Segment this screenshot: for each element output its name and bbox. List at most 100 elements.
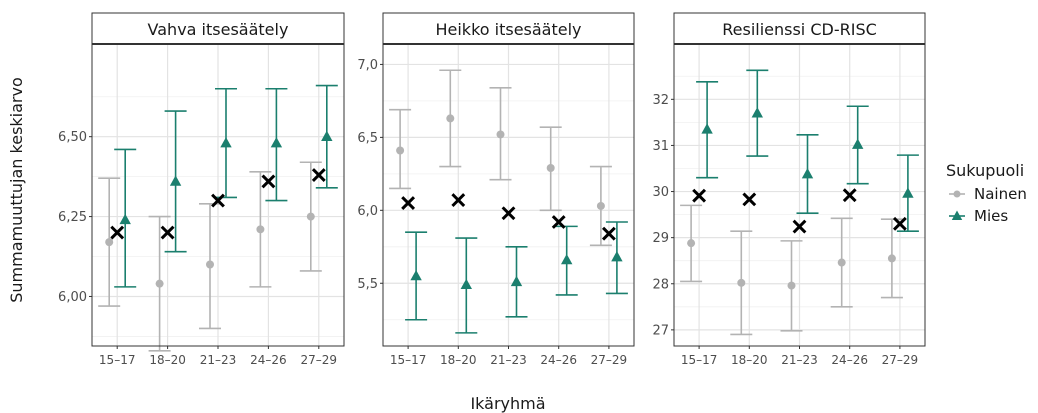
y-tick-label: 31 bbox=[652, 139, 669, 154]
legend-entries: Nainen Mies bbox=[949, 185, 1027, 225]
data-point bbox=[496, 130, 505, 139]
x-axis-title: Ikäryhmä bbox=[470, 394, 545, 413]
data-point bbox=[206, 260, 214, 269]
x-tick-label: 18–20 bbox=[149, 353, 186, 367]
data-point bbox=[256, 225, 265, 234]
x-tick-label: 15–17 bbox=[99, 353, 136, 367]
data-point bbox=[270, 137, 283, 148]
x-tick-label: 24–26 bbox=[831, 353, 868, 367]
data-point bbox=[546, 164, 555, 173]
data-point bbox=[561, 253, 573, 265]
data-point bbox=[701, 123, 713, 134]
series-mies bbox=[405, 221, 628, 334]
mean-marker bbox=[842, 188, 857, 203]
legend-entry-nainen: Nainen bbox=[949, 185, 1027, 203]
panel-title: Vahva itsesäätely bbox=[148, 20, 289, 39]
x-tick-label: 27–29 bbox=[882, 353, 919, 367]
data-point bbox=[596, 201, 605, 210]
x-tick-label: 24–26 bbox=[250, 353, 287, 367]
strip-background bbox=[673, 12, 926, 45]
x-tick-label: 15–17 bbox=[681, 353, 718, 367]
data-point bbox=[155, 279, 164, 288]
data-point bbox=[751, 107, 763, 118]
y-tick-label: 7,0 bbox=[357, 58, 378, 73]
data-point bbox=[460, 278, 472, 290]
data-point bbox=[852, 138, 864, 149]
x-tick-label: 18–20 bbox=[731, 353, 768, 367]
x-tick-label: 24–26 bbox=[540, 353, 577, 367]
legend-label: Nainen bbox=[974, 185, 1027, 203]
mean-marker bbox=[601, 226, 616, 241]
panel-2: 5,5 6,0 6,5 7,0 15–17 18–20 21–23 24–26 27–29 Hei… bbox=[357, 12, 635, 367]
legend-key-marker bbox=[951, 210, 963, 220]
panel-title: Resilienssi CD-RISC bbox=[722, 20, 877, 39]
strip-background bbox=[91, 12, 345, 45]
y-tick-label: 5,5 bbox=[357, 277, 378, 292]
mean-marker bbox=[742, 192, 757, 207]
y-tick-label: 6,50 bbox=[58, 130, 87, 145]
legend-label: Mies bbox=[974, 207, 1008, 225]
data-point bbox=[220, 137, 232, 148]
data-point bbox=[119, 213, 131, 225]
panel-1: 6,00 6,25 6,50 15–17 18–20 21–23 24–26 27–29 Vah… bbox=[58, 12, 345, 367]
series-mies bbox=[114, 84, 338, 288]
data-point bbox=[787, 281, 796, 290]
overall-means bbox=[692, 188, 907, 234]
data-point bbox=[510, 275, 523, 287]
y-tick-label: 6,5 bbox=[357, 131, 378, 146]
panel-title: Heikko itsesäätely bbox=[435, 20, 581, 39]
data-point bbox=[446, 114, 455, 123]
y-tick-label: 30 bbox=[652, 185, 669, 200]
mean-marker bbox=[160, 225, 175, 240]
mean-marker bbox=[551, 215, 566, 229]
x-tick-label: 18–20 bbox=[440, 353, 477, 367]
data-point bbox=[801, 168, 814, 179]
strip-background bbox=[382, 12, 635, 45]
series-nainen bbox=[98, 161, 322, 352]
x-tick-label: 21–23 bbox=[200, 353, 237, 367]
data-point bbox=[887, 254, 896, 263]
overall-means bbox=[401, 193, 616, 241]
series-nainen bbox=[389, 69, 612, 247]
mean-marker bbox=[892, 216, 907, 231]
mean-marker bbox=[211, 193, 225, 208]
panel-3: 27 28 29 30 31 32 15–17 18–20 21–23 24–26 27–29 Res… bbox=[652, 12, 926, 367]
data-point bbox=[837, 258, 846, 267]
y-tick-label: 32 bbox=[652, 93, 669, 108]
y-tick-label: 6,0 bbox=[357, 204, 378, 219]
series-mies bbox=[696, 69, 919, 232]
data-point bbox=[687, 239, 696, 248]
data-point bbox=[396, 146, 405, 155]
legend: Sukupuoli Nainen Mies bbox=[946, 161, 1027, 225]
data-point bbox=[321, 130, 333, 141]
mean-marker bbox=[501, 206, 516, 221]
mean-marker bbox=[401, 196, 416, 210]
data-point bbox=[611, 251, 623, 262]
y-tick-label: 29 bbox=[652, 231, 669, 246]
data-point bbox=[902, 187, 914, 198]
mean-marker bbox=[692, 188, 707, 203]
panels-layer: 6,00 6,25 6,50 15–17 18–20 21–23 24–26 27–29 Vah… bbox=[58, 12, 926, 367]
y-tick-label: 6,25 bbox=[58, 210, 87, 225]
data-point bbox=[169, 175, 182, 186]
x-tick-label: 15–17 bbox=[390, 353, 427, 367]
mean-marker bbox=[792, 219, 807, 234]
data-point bbox=[737, 278, 746, 287]
x-tick-label: 27–29 bbox=[591, 353, 628, 367]
overall-means bbox=[110, 168, 326, 240]
y-axis-title: Summamuuttujan keskiarvo bbox=[7, 77, 26, 303]
series-nainen bbox=[680, 204, 903, 336]
y-tick-label: 27 bbox=[652, 323, 669, 338]
mean-marker bbox=[261, 174, 276, 189]
mean-marker bbox=[110, 225, 125, 240]
legend-entry-mies: Mies bbox=[949, 207, 1008, 225]
mean-marker bbox=[311, 168, 326, 182]
y-tick-label: 28 bbox=[652, 277, 669, 292]
mean-marker bbox=[451, 193, 466, 208]
data-point bbox=[306, 212, 315, 221]
x-tick-label: 27–29 bbox=[301, 353, 338, 367]
data-point bbox=[410, 269, 422, 281]
legend-title: Sukupuoli bbox=[946, 161, 1024, 180]
